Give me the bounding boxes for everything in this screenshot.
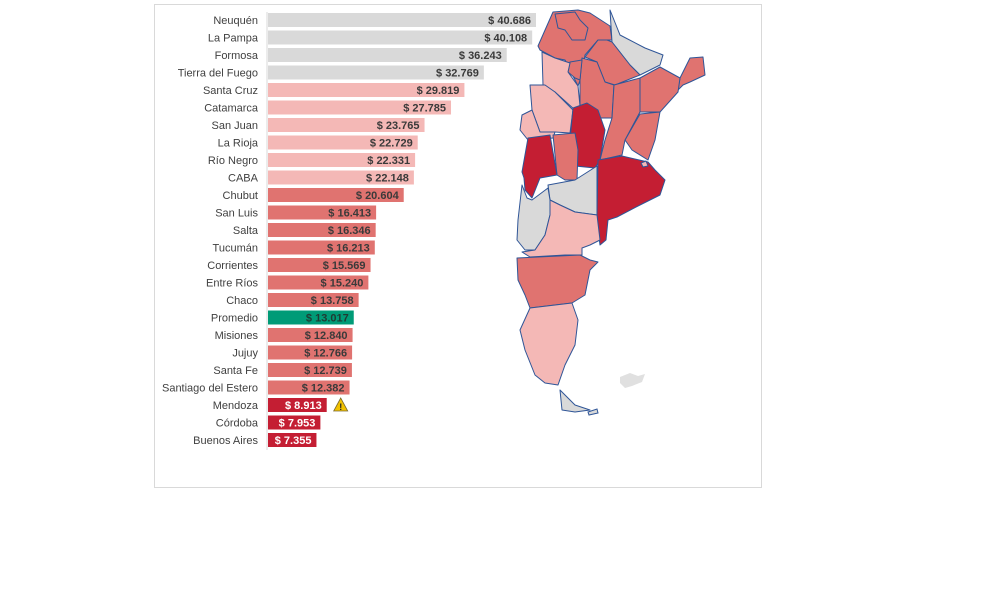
category-label: Catamarca (204, 103, 259, 115)
map-province[interactable] (554, 11, 589, 41)
category-label: Río Negro (208, 155, 258, 167)
category-label: Neuquén (213, 15, 258, 27)
map-province[interactable] (677, 56, 706, 91)
category-label: Misiones (215, 330, 259, 342)
value-label: $ 12.840 (305, 330, 348, 342)
bar[interactable] (268, 240, 375, 255)
value-label: $ 23.765 (377, 120, 420, 132)
value-label: $ 27.785 (403, 103, 446, 115)
category-label: Chaco (226, 295, 258, 307)
bar[interactable] (268, 13, 536, 27)
category-label: Corrientes (207, 260, 258, 272)
category-label: Chubut (223, 190, 258, 202)
bar[interactable] (268, 380, 350, 395)
bar[interactable] (268, 153, 416, 167)
bar[interactable] (268, 30, 533, 45)
bar-series: Neuquén $ 40.686 La Pampa $ 40.108 Formosa $ … (162, 13, 536, 447)
value-label: $ 40.686 (488, 15, 531, 27)
bar[interactable] (268, 223, 376, 237)
category-label: Santa Fe (213, 365, 258, 377)
category-label: Tierra del Fuego (178, 68, 258, 80)
value-label: $ 36.243 (459, 50, 502, 62)
bar[interactable] (268, 65, 484, 80)
value-label: $ 16.413 (328, 208, 371, 220)
category-label: Jujuy (232, 348, 258, 360)
bar[interactable] (268, 345, 353, 360)
bar[interactable] (268, 310, 354, 325)
category-label: Formosa (215, 50, 259, 62)
category-label: Santiago del Estero (162, 383, 258, 395)
map-province[interactable] (519, 302, 579, 386)
map-province[interactable] (521, 199, 601, 258)
svg-text:!: ! (339, 402, 342, 412)
map-province[interactable] (516, 254, 599, 309)
value-label: $ 16.213 (327, 243, 370, 255)
argentina-map (516, 9, 706, 416)
category-label: La Pampa (208, 33, 259, 45)
map-province[interactable] (559, 389, 591, 413)
category-label: Córdoba (216, 418, 259, 430)
value-label: $ 16.346 (328, 225, 371, 237)
value-label: $ 12.766 (304, 348, 347, 360)
bar[interactable] (268, 293, 359, 307)
category-label: Promedio (211, 313, 258, 325)
value-label: $ 13.017 (306, 313, 349, 325)
malvinas-islands (620, 373, 645, 388)
bar[interactable] (268, 170, 414, 185)
bar[interactable] (268, 398, 327, 412)
category-label: Entre Ríos (206, 278, 258, 290)
value-label: $ 15.240 (321, 278, 364, 290)
bar[interactable] (268, 118, 425, 132)
value-label: $ 15.569 (323, 260, 366, 272)
bar[interactable] (268, 415, 321, 430)
map-province[interactable] (599, 77, 641, 161)
bar[interactable] (268, 205, 377, 220)
category-label: San Luis (215, 208, 258, 220)
value-label: $ 20.604 (356, 190, 400, 202)
bar[interactable] (268, 328, 353, 342)
value-label: $ 32.769 (436, 68, 479, 80)
category-label: San Juan (212, 120, 258, 132)
bar[interactable] (268, 83, 465, 97)
bar[interactable] (268, 363, 352, 377)
map-province[interactable] (640, 160, 649, 168)
category-label: Buenos Aires (193, 435, 258, 447)
map-province[interactable] (521, 134, 558, 199)
bar[interactable] (268, 135, 418, 150)
bar[interactable] (268, 48, 507, 62)
value-label: $ 22.148 (366, 173, 409, 185)
value-label: $ 8.913 (285, 400, 322, 412)
value-label: $ 12.382 (302, 383, 345, 395)
map-province[interactable] (596, 155, 666, 246)
map-province[interactable] (579, 57, 615, 119)
value-label: $ 29.819 (417, 85, 460, 97)
bar[interactable] (268, 258, 371, 272)
bar[interactable] (268, 100, 452, 115)
bar[interactable] (268, 275, 369, 290)
value-label: $ 22.729 (370, 138, 413, 150)
warning-icon: ! (333, 397, 349, 412)
bar[interactable] (268, 188, 404, 202)
value-label: $ 13.758 (311, 295, 354, 307)
category-label: Salta (233, 225, 259, 237)
bar[interactable] (268, 433, 317, 447)
category-label: Mendoza (213, 400, 259, 412)
value-label: $ 22.331 (367, 155, 410, 167)
category-label: Tucumán (213, 243, 258, 255)
value-label: $ 12.739 (304, 365, 347, 377)
category-label: CABA (228, 173, 259, 185)
category-label: La Rioja (218, 138, 259, 150)
category-label: Santa Cruz (203, 85, 258, 97)
value-label: $ 7.355 (275, 435, 312, 447)
map-island (587, 408, 599, 416)
value-label: $ 40.108 (484, 33, 527, 45)
value-label: $ 7.953 (279, 418, 316, 430)
